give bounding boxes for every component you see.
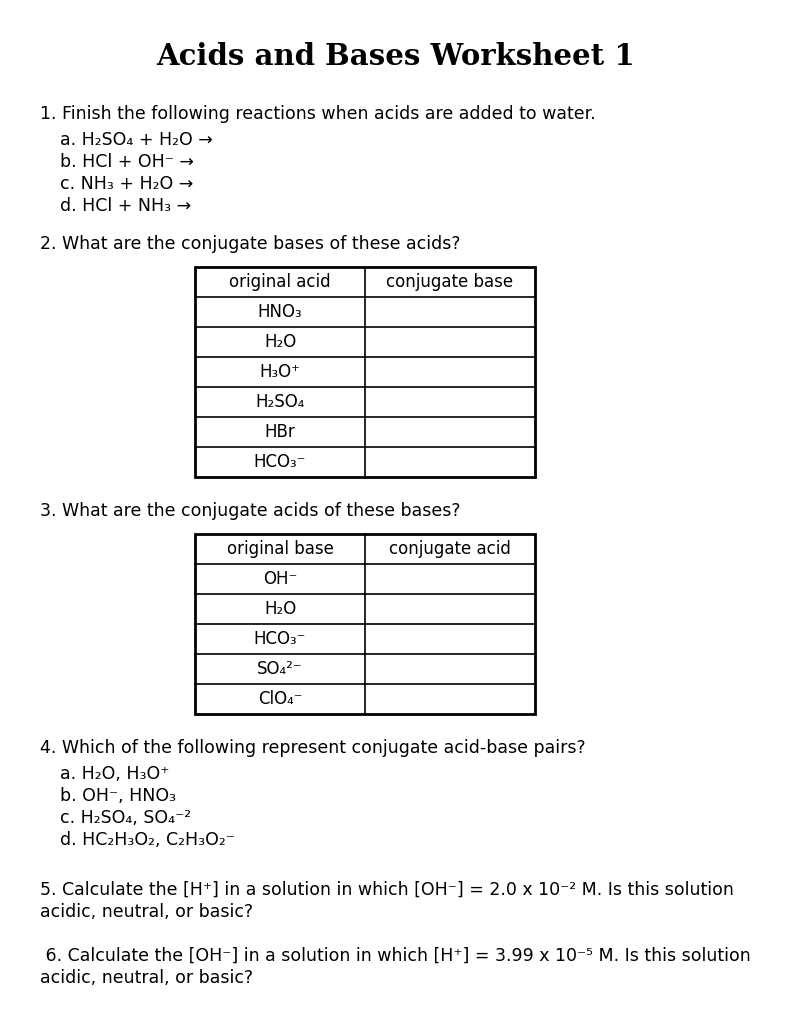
Text: 2. What are the conjugate bases of these acids?: 2. What are the conjugate bases of these… xyxy=(40,234,460,253)
Text: b. OH⁻, HNO₃: b. OH⁻, HNO₃ xyxy=(60,787,176,805)
Text: 4. Which of the following represent conjugate acid-base pairs?: 4. Which of the following represent conj… xyxy=(40,739,585,757)
Text: HCO₃⁻: HCO₃⁻ xyxy=(254,453,306,471)
Text: conjugate base: conjugate base xyxy=(387,273,513,291)
Text: HCO₃⁻: HCO₃⁻ xyxy=(254,630,306,648)
Text: d. HC₂H₃O₂, C₂H₃O₂⁻: d. HC₂H₃O₂, C₂H₃O₂⁻ xyxy=(60,831,235,849)
Text: H₂SO₄: H₂SO₄ xyxy=(255,393,305,411)
Bar xyxy=(195,267,535,477)
Text: c. H₂SO₄, SO₄⁻²: c. H₂SO₄, SO₄⁻² xyxy=(60,809,191,827)
Text: 1. Finish the following reactions when acids are added to water.: 1. Finish the following reactions when a… xyxy=(40,105,596,123)
Text: OH⁻: OH⁻ xyxy=(263,570,297,588)
Text: 6. Calculate the [OH⁻] in a solution in which [H⁺] = 3.99 x 10⁻⁵ M. Is this solu: 6. Calculate the [OH⁻] in a solution in … xyxy=(40,947,751,965)
Text: 3. What are the conjugate acids of these bases?: 3. What are the conjugate acids of these… xyxy=(40,502,460,520)
Text: 5. Calculate the [H⁺] in a solution in which [OH⁻] = 2.0 x 10⁻² M. Is this solut: 5. Calculate the [H⁺] in a solution in w… xyxy=(40,881,734,899)
Text: conjugate acid: conjugate acid xyxy=(389,540,511,558)
Text: acidic, neutral, or basic?: acidic, neutral, or basic? xyxy=(40,903,253,921)
Text: SO₄²⁻: SO₄²⁻ xyxy=(257,660,303,678)
Text: b. HCl + OH⁻ →: b. HCl + OH⁻ → xyxy=(60,153,194,171)
Text: ClO₄⁻: ClO₄⁻ xyxy=(258,690,302,708)
Text: HBr: HBr xyxy=(265,423,295,441)
Text: original acid: original acid xyxy=(229,273,331,291)
Text: a. H₂SO₄ + H₂O →: a. H₂SO₄ + H₂O → xyxy=(60,131,213,150)
Text: acidic, neutral, or basic?: acidic, neutral, or basic? xyxy=(40,969,253,987)
Bar xyxy=(195,534,535,714)
Text: original base: original base xyxy=(226,540,334,558)
Bar xyxy=(195,534,535,714)
Text: H₂O: H₂O xyxy=(264,600,296,618)
Text: H₂O: H₂O xyxy=(264,333,296,351)
Text: a. H₂O, H₃O⁺: a. H₂O, H₃O⁺ xyxy=(60,765,169,783)
Text: c. NH₃ + H₂O →: c. NH₃ + H₂O → xyxy=(60,175,193,193)
Bar xyxy=(195,267,535,477)
Text: H₃O⁺: H₃O⁺ xyxy=(259,362,301,381)
Text: HNO₃: HNO₃ xyxy=(258,303,302,321)
Text: Acids and Bases Worksheet 1: Acids and Bases Worksheet 1 xyxy=(156,42,635,71)
Text: d. HCl + NH₃ →: d. HCl + NH₃ → xyxy=(60,197,191,215)
